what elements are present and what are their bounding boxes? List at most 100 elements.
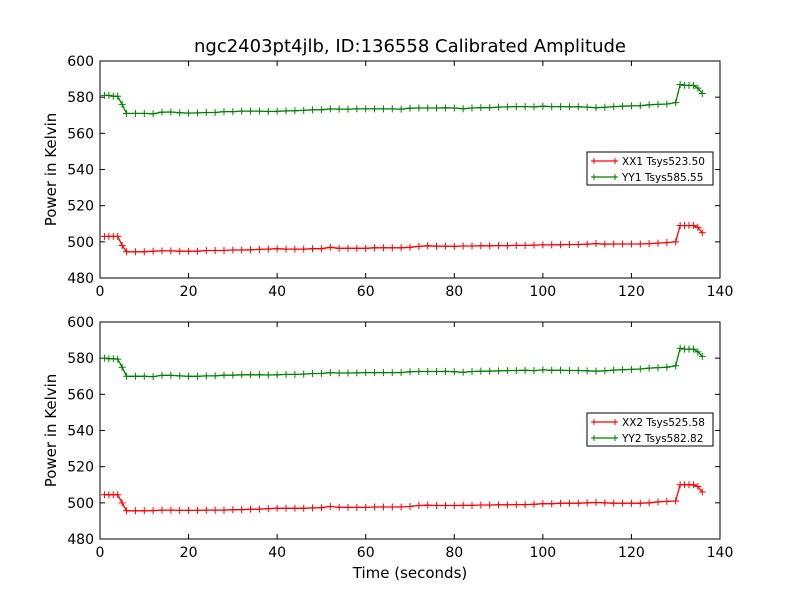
data-point: [548, 241, 556, 249]
data-point: [140, 248, 148, 256]
data-point: [645, 101, 653, 109]
data-point: [654, 364, 662, 372]
data-point: [105, 91, 113, 99]
series-xx1: [100, 222, 706, 256]
data-point: [406, 243, 414, 251]
data-point: [406, 368, 414, 376]
data-point: [264, 505, 272, 513]
data-point: [619, 499, 627, 507]
data-point: [415, 368, 423, 376]
data-point: [397, 369, 405, 377]
data-point: [202, 109, 210, 117]
data-point: [176, 109, 184, 117]
data-point: [247, 371, 255, 379]
data-point: [149, 373, 157, 381]
x-tick-label: 40: [268, 545, 286, 561]
data-point: [645, 499, 653, 507]
y-tick-label: 480: [67, 271, 94, 287]
x-tick-label: 100: [529, 545, 556, 561]
data-point: [149, 247, 157, 255]
legend-marker: [591, 435, 597, 441]
data-point: [202, 506, 210, 514]
data-point: [433, 368, 441, 376]
data-point: [512, 103, 520, 111]
data-point: [362, 503, 370, 511]
data-point: [495, 501, 503, 509]
data-point: [397, 244, 405, 252]
series-yy2: [100, 344, 706, 381]
data-point: [123, 507, 131, 515]
data-point: [486, 104, 494, 112]
data-point: [158, 371, 166, 379]
data-point: [291, 370, 299, 378]
data-point: [123, 248, 131, 256]
data-point: [574, 241, 582, 249]
data-point: [574, 366, 582, 374]
series-yy1: [100, 81, 706, 118]
bottom-subplot: 0 20 40 60 80 100 120 140 480 500 520 540 560 580 600 P…: [42, 315, 733, 561]
data-point: [238, 107, 246, 115]
data-point: [486, 501, 494, 509]
y-tick-label: 580: [67, 351, 94, 367]
legend-box: [586, 151, 714, 186]
data-point: [698, 352, 706, 360]
data-point: [672, 362, 680, 370]
data-point: [539, 500, 547, 508]
legend-marker: [591, 158, 597, 164]
data-point: [548, 500, 556, 508]
data-point: [557, 241, 565, 249]
data-point: [601, 240, 609, 248]
data-point: [694, 348, 702, 356]
data-point: [158, 506, 166, 514]
data-point: [592, 104, 600, 112]
data-point: [468, 104, 476, 112]
data-point: [663, 363, 671, 371]
legend-box: [586, 412, 714, 447]
data-point: [282, 245, 290, 253]
data-point: [415, 242, 423, 250]
data-point: [512, 366, 520, 374]
data-point: [565, 103, 573, 111]
data-point: [672, 497, 680, 505]
data-point: [247, 107, 255, 115]
y-tick-label: 540: [67, 424, 94, 440]
data-point: [176, 372, 184, 380]
data-point: [379, 369, 387, 377]
data-point: [140, 109, 148, 117]
data-point: [273, 107, 281, 115]
y-tick-label: 500: [67, 235, 94, 251]
data-point: [149, 507, 157, 515]
data-point: [118, 100, 126, 108]
data-point: [636, 240, 644, 248]
data-point: [424, 242, 432, 250]
y-axis-label: Power in Kelvin: [42, 113, 60, 227]
data-point: [220, 371, 228, 379]
data-point: [627, 240, 635, 248]
data-point: [450, 368, 458, 376]
data-point: [539, 241, 547, 249]
data-point: [654, 239, 662, 247]
x-tick-label: 80: [445, 545, 463, 561]
x-tick-label: 0: [96, 284, 105, 300]
data-point: [521, 501, 529, 509]
data-point: [238, 506, 246, 514]
data-point: [663, 239, 671, 247]
data-point: [468, 242, 476, 250]
data-point: [344, 244, 352, 252]
x-tick-label: 80: [445, 284, 463, 300]
data-point: [610, 499, 618, 507]
data-point: [654, 100, 662, 108]
data-point: [255, 371, 263, 379]
data-point: [627, 499, 635, 507]
data-point: [521, 366, 529, 374]
data-point: [379, 105, 387, 113]
data-point: [326, 243, 334, 251]
data-point: [167, 247, 175, 255]
data-point: [645, 240, 653, 248]
chart-title: ngc2403pt4jlb, ID:136558 Calibrated Ampl…: [194, 36, 626, 57]
data-point: [282, 370, 290, 378]
data-point: [371, 105, 379, 113]
data-point: [495, 103, 503, 111]
x-tick-label: 60: [357, 284, 375, 300]
data-point: [441, 242, 449, 250]
